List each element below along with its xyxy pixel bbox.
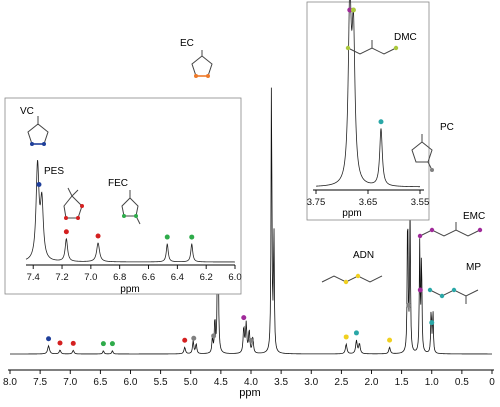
main-peak-marker-12 bbox=[353, 330, 359, 336]
main-peak-marker-15 bbox=[417, 287, 423, 293]
compound-label-fec: FEC bbox=[108, 178, 128, 189]
inset-1-x-tick-label-3: 6.8 bbox=[113, 272, 126, 283]
inset-2-peak-marker-2 bbox=[378, 119, 384, 125]
main-x-tick-label-6: 5.0 bbox=[184, 377, 198, 388]
inset-2-spectrum-line bbox=[316, 0, 420, 188]
main-x-tick-label-13: 1.5 bbox=[395, 377, 409, 388]
main-x-tick-label-1: 7.5 bbox=[33, 377, 47, 388]
main-peak-marker-1 bbox=[57, 340, 63, 346]
main-x-tick-label-12: 2.0 bbox=[365, 377, 379, 388]
dmc-structure-icon bbox=[345, 40, 399, 55]
pc-structure-icon bbox=[411, 134, 434, 172]
main-x-tick-label-4: 6.0 bbox=[124, 377, 138, 388]
compound-label-emc: EMC bbox=[463, 211, 485, 222]
inset-1-peak-marker-1 bbox=[63, 229, 69, 235]
inset-1-x-tick-label-5: 6.4 bbox=[171, 272, 184, 283]
inset-1-peak-marker-0 bbox=[36, 182, 42, 188]
inset-1-spectrum-line bbox=[25, 160, 235, 263]
main-x-tick-label-5: 5.5 bbox=[154, 377, 168, 388]
adn-structure-icon bbox=[321, 273, 383, 285]
inset-1-x-tick-label-6: 6.2 bbox=[200, 272, 213, 283]
main-peak-marker-10 bbox=[248, 337, 254, 343]
main-x-axis-ticks: 8.0 7.5 7.0 6.5 6.0 5.5 5.0 4.5 4.0 3.5 3.0 2.5 2.0 1… bbox=[3, 370, 495, 388]
compound-label-adn: ADN bbox=[353, 250, 374, 261]
ec-structure-icon bbox=[191, 50, 213, 78]
main-x-tick-label-15: 0.5 bbox=[455, 377, 469, 388]
compound-label-vc: VC bbox=[20, 106, 34, 117]
inset-2-x-axis-label: ppm bbox=[342, 208, 361, 219]
main-peak-marker-2 bbox=[70, 340, 76, 346]
main-peak-marker-4 bbox=[109, 341, 115, 347]
inset-1-x-tick-label-4: 6.6 bbox=[142, 272, 155, 283]
inset-2-x-tick-label-2: 3.55 bbox=[411, 197, 430, 208]
main-x-tick-label-16: 0 bbox=[489, 377, 495, 388]
inset-1-x-tick-label-7: 6.0 bbox=[228, 272, 241, 283]
inset-2-x-tick-label-0: 3.75 bbox=[307, 197, 326, 208]
inset-2-peak-marker-1 bbox=[350, 7, 356, 13]
inset-1-peak-marker-2 bbox=[95, 233, 101, 239]
pes-structure-icon bbox=[63, 187, 84, 220]
main-peak-marker-14 bbox=[406, 302, 412, 308]
inset-1-x-tick-label-1: 7.2 bbox=[55, 272, 68, 283]
main-x-tick-label-11: 2.5 bbox=[334, 377, 348, 388]
inset-1-x-tick-label-2: 7.0 bbox=[84, 272, 97, 283]
inset-1-x-axis-label: ppm bbox=[120, 284, 139, 295]
main-peak-marker-11 bbox=[343, 334, 349, 340]
main-x-tick-label-2: 7.0 bbox=[63, 377, 77, 388]
compound-label-mp: MP bbox=[466, 262, 481, 273]
main-x-tick-label-10: 3.0 bbox=[304, 377, 318, 388]
main-peak-marker-9 bbox=[241, 315, 247, 321]
main-peak-marker-5 bbox=[182, 337, 188, 343]
vc-structure-icon bbox=[27, 116, 49, 146]
inset-1-peak-marker-3 bbox=[164, 234, 170, 240]
compound-label-dmc: DMC bbox=[394, 32, 417, 43]
inset-1-x-tick-label-0: 7.4 bbox=[27, 272, 40, 283]
inset-1-peak-markers bbox=[36, 182, 195, 240]
main-x-tick-label-7: 4.5 bbox=[214, 377, 228, 388]
main-peak-marker-0 bbox=[46, 336, 52, 342]
main-x-tick-label-9: 3.5 bbox=[274, 377, 288, 388]
main-x-tick-label-3: 6.5 bbox=[93, 377, 107, 388]
compound-label-pc: PC bbox=[440, 122, 454, 133]
main-peak-marker-16 bbox=[429, 320, 435, 326]
inset-2-peak-marker-0 bbox=[347, 7, 353, 13]
emc-structure-icon bbox=[417, 222, 483, 239]
compound-label-ec: EC bbox=[180, 38, 194, 49]
inset-2-x-ticks: 3.75 3.65 3.55 bbox=[307, 190, 430, 208]
main-peak-marker-7 bbox=[211, 333, 217, 339]
fec-structure-icon bbox=[121, 190, 141, 225]
main-x-tick-label-0: 8.0 bbox=[3, 377, 17, 388]
inset-2-peak-markers bbox=[347, 7, 384, 125]
main-x-axis-label: ppm bbox=[239, 387, 260, 399]
inset-1-peak-marker-4 bbox=[189, 234, 195, 240]
main-x-tick-label-8: 4.0 bbox=[244, 377, 258, 388]
inset-2-frame bbox=[306, 1, 430, 221]
main-x-tick-label-14: 1.0 bbox=[425, 377, 439, 388]
mp-structure-icon bbox=[427, 287, 479, 304]
main-peak-marker-13 bbox=[387, 337, 393, 343]
inset-1-x-ticks: 7.4 7.2 7.0 6.8 6.6 6.4 6.2 6.0 bbox=[27, 265, 242, 283]
main-spectrum-line bbox=[10, 87, 492, 355]
compound-label-pes: PES bbox=[44, 166, 64, 177]
main-peak-markers bbox=[46, 133, 435, 347]
main-peak-marker-6 bbox=[191, 335, 197, 341]
main-peak-marker-3 bbox=[100, 341, 106, 347]
inset-2-x-tick-label-1: 3.65 bbox=[359, 197, 378, 208]
